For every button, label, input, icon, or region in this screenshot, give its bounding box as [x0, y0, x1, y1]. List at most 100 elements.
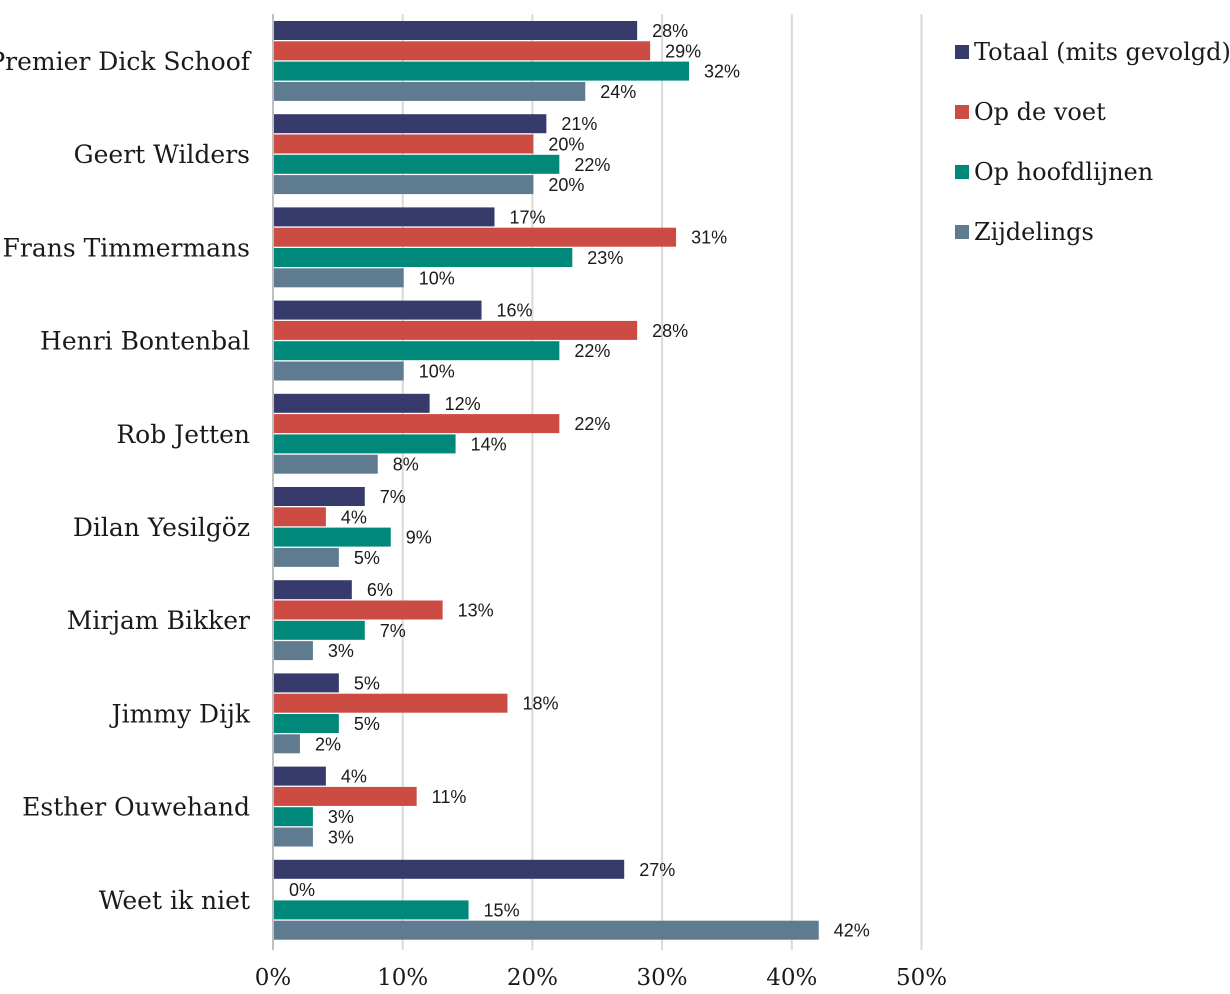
- data-label: 22%: [574, 414, 610, 434]
- bar: [274, 114, 547, 134]
- data-label: 2%: [315, 734, 341, 754]
- x-tick-label: 30%: [637, 965, 688, 991]
- bar: [274, 786, 417, 806]
- x-tick-label: 40%: [766, 965, 817, 991]
- data-label: 16%: [497, 301, 533, 321]
- data-label: 13%: [458, 601, 494, 621]
- category-label: Geert Wilders: [74, 140, 250, 169]
- category-label: Henri Bontenbal: [40, 327, 250, 356]
- bar: [274, 580, 352, 600]
- data-label: 23%: [587, 248, 623, 268]
- bar: [274, 920, 819, 940]
- bar: [274, 547, 339, 567]
- bar: [274, 641, 313, 661]
- x-tick-label: 20%: [507, 965, 558, 991]
- bar: [274, 361, 404, 381]
- data-label: 17%: [509, 207, 545, 227]
- data-label: 3%: [328, 641, 354, 661]
- legend-swatch: [955, 225, 969, 239]
- x-axis-ticks: 0% 10% 20% 30% 40% 50%: [255, 965, 947, 991]
- data-label: 27%: [639, 860, 675, 880]
- legend: Totaal (mits gevolgd) Op de voet Op hoofdl…: [955, 38, 1230, 246]
- data-label: 22%: [574, 155, 610, 175]
- x-tick-label: 0%: [255, 965, 292, 991]
- bar: [274, 620, 365, 640]
- data-label: 4%: [341, 507, 367, 527]
- bar: [274, 900, 469, 920]
- legend-label: Op hoofdlijnen: [974, 158, 1153, 186]
- x-tick-label: 50%: [896, 965, 947, 991]
- data-label: 12%: [445, 394, 481, 414]
- bar: [274, 21, 638, 40]
- category-label: Mirjam Bikker: [67, 606, 250, 635]
- bar: [274, 527, 391, 547]
- category-label: Jimmy Dijk: [109, 699, 251, 728]
- data-label: 5%: [354, 548, 380, 568]
- bar: [274, 693, 508, 713]
- data-label: 14%: [471, 434, 507, 454]
- bar: [274, 41, 651, 61]
- legend-swatch: [955, 165, 969, 179]
- data-label: 20%: [548, 135, 584, 155]
- bar: [274, 227, 677, 247]
- data-label: 0%: [289, 880, 315, 900]
- bar: [274, 393, 430, 413]
- bar: [274, 207, 495, 227]
- bar: [274, 134, 534, 154]
- data-label: 7%: [380, 621, 406, 641]
- x-tick-label: 10%: [377, 965, 428, 991]
- legend-label: Totaal (mits gevolgd): [974, 38, 1230, 66]
- data-label: 42%: [834, 921, 870, 941]
- category-label: Dilan Yesilgöz: [73, 513, 250, 542]
- data-label: 5%: [354, 673, 380, 693]
- data-label: 5%: [354, 714, 380, 734]
- bar: [274, 454, 378, 474]
- data-label: 10%: [419, 362, 455, 382]
- data-label: 4%: [341, 767, 367, 787]
- data-label: 11%: [432, 787, 467, 807]
- data-label: 18%: [522, 694, 558, 714]
- data-label: 24%: [600, 82, 636, 102]
- bar: [274, 414, 560, 434]
- legend-label: Zijdelings: [974, 218, 1094, 246]
- data-label: 7%: [380, 487, 406, 507]
- bar: [274, 487, 365, 506]
- bar: [274, 300, 482, 320]
- data-label: 31%: [691, 228, 727, 248]
- legend-label: Op de voet: [974, 98, 1106, 126]
- category-labels: Premier Dick Schoof Geert Wilders Frans Ti…: [0, 47, 252, 915]
- bars: [274, 21, 819, 940]
- data-label: 28%: [652, 321, 688, 341]
- data-label: 6%: [367, 580, 393, 600]
- data-label: 9%: [406, 528, 432, 548]
- bar: [274, 434, 456, 454]
- bar: [274, 154, 560, 174]
- bar: [274, 268, 404, 288]
- bar: [274, 807, 313, 827]
- bar: [274, 507, 326, 527]
- data-label: 15%: [484, 900, 520, 920]
- bar: [274, 714, 339, 733]
- legend-swatch: [955, 105, 969, 119]
- data-label: 21%: [561, 114, 597, 134]
- bar: [274, 766, 326, 786]
- data-label: 3%: [328, 807, 354, 827]
- data-label: 29%: [665, 41, 701, 61]
- category-label: Esther Ouwehand: [22, 793, 250, 822]
- bar: [274, 341, 560, 361]
- data-label: 8%: [393, 455, 419, 475]
- category-label: Premier Dick Schoof: [0, 47, 252, 76]
- bar: [274, 81, 586, 101]
- legend-swatch: [955, 45, 969, 59]
- data-label: 20%: [548, 175, 584, 195]
- bar: [274, 175, 534, 195]
- bar: [274, 320, 638, 340]
- category-label: Rob Jetten: [116, 420, 250, 449]
- bar: [274, 600, 443, 620]
- bar: [274, 827, 313, 847]
- bar: [274, 734, 300, 754]
- data-label: 22%: [574, 341, 610, 361]
- data-label: 10%: [419, 268, 455, 288]
- data-label: 32%: [704, 62, 740, 82]
